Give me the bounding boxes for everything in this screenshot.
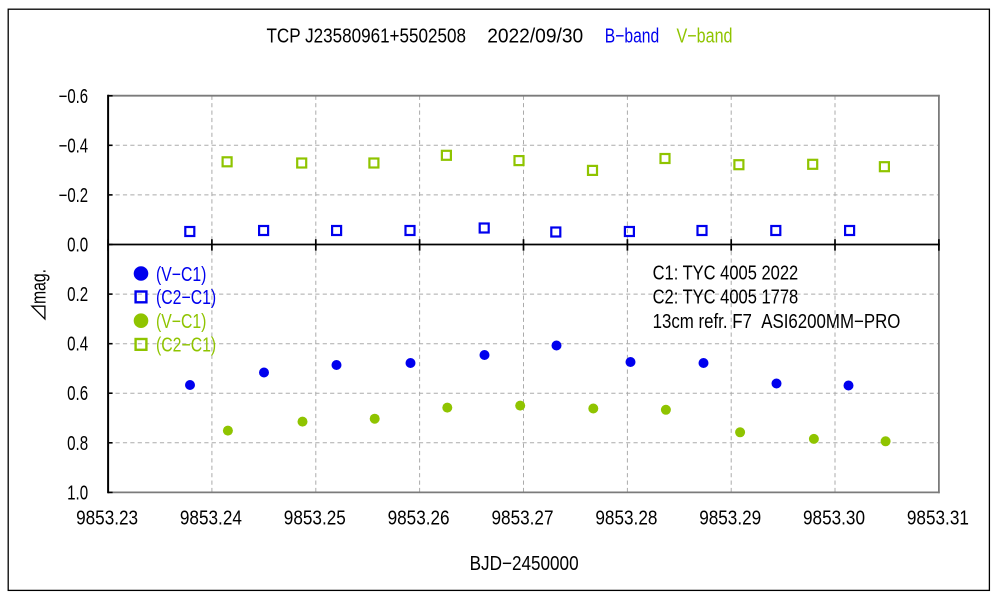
svg-text:(V−C1): (V−C1) [156,264,206,286]
svg-text:1.0: 1.0 [67,482,88,504]
svg-text:13cm refr. F7 ASI6200MM−PRO: 13cm refr. F7 ASI6200MM−PRO [653,311,901,333]
svg-text:9853.30: 9853.30 [803,508,865,530]
svg-text:−0.4: −0.4 [59,135,89,157]
svg-text:9853.26: 9853.26 [388,508,450,530]
svg-text:9853.27: 9853.27 [492,508,554,530]
svg-text:2022/09/30: 2022/09/30 [487,25,583,47]
svg-text:TCP J23580961+5502508: TCP J23580961+5502508 [267,25,467,47]
svg-text:0.2: 0.2 [67,284,88,306]
svg-text:9853.28: 9853.28 [595,508,657,530]
svg-text:−0.2: −0.2 [59,185,89,207]
svg-text:V−band: V−band [677,25,733,47]
svg-text:C1: TYC 4005 2022: C1: TYC 4005 2022 [653,262,799,284]
svg-text:0.4: 0.4 [67,334,88,356]
svg-text:(C2−C1): (C2−C1) [156,335,216,357]
svg-text:0.8: 0.8 [67,433,88,455]
svg-text:(C2−C1): (C2−C1) [156,287,216,309]
svg-text:9853.24: 9853.24 [180,508,242,530]
svg-text:9853.31: 9853.31 [907,508,969,530]
svg-text:BJD−2450000: BJD−2450000 [470,553,579,575]
svg-text:0.6: 0.6 [67,383,88,405]
svg-text:B−band: B−band [605,25,659,47]
svg-text:0.0: 0.0 [67,235,88,257]
svg-text:mag.: mag. [29,269,51,304]
svg-text:(V−C1): (V−C1) [156,311,206,333]
svg-text:9853.25: 9853.25 [284,508,346,530]
svg-text:−0.6: −0.6 [59,86,89,108]
svg-text:9853.23: 9853.23 [76,508,138,530]
svg-text:C2: TYC 4005 1778: C2: TYC 4005 1778 [653,286,799,308]
svg-text:9853.29: 9853.29 [699,508,761,530]
